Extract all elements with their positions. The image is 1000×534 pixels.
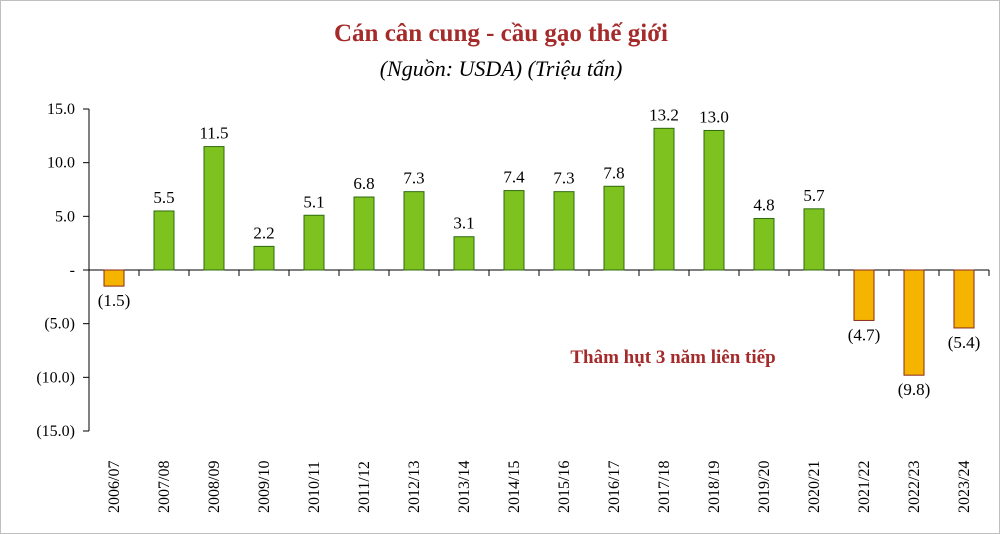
x-tick-label: 2013/14	[456, 461, 473, 513]
bar-2011-12	[353, 196, 375, 271]
data-label: 4.8	[753, 195, 774, 214]
x-tick-label: 2015/16	[556, 461, 573, 513]
x-tick-label: 2012/13	[406, 461, 423, 513]
data-label: 2.2	[253, 223, 274, 242]
bar-2016-17	[603, 185, 625, 271]
chart-subtitle: (Nguồn: USDA) (Triệu tấn)	[380, 56, 623, 81]
x-tick-label: 2018/19	[706, 461, 723, 513]
data-label: 5.1	[303, 192, 324, 211]
data-label: 11.5	[199, 124, 228, 143]
data-label: 13.2	[649, 105, 679, 124]
x-tick-labels-layer: 2006/07 2007/08 2008/09 2009/10 2010/11 2011/…	[106, 461, 973, 513]
data-label: 7.8	[603, 163, 624, 182]
data-label: (4.7)	[848, 325, 881, 344]
x-tick-label: 2010/11	[306, 461, 323, 513]
bar-2019-20	[753, 217, 775, 271]
y-tick-label: (5.0)	[44, 316, 75, 333]
data-label: 7.3	[403, 169, 424, 188]
bar-2018-19	[703, 129, 725, 271]
bar-2023-24	[953, 269, 975, 329]
y-tick-label: (15.0)	[36, 423, 75, 440]
x-tick-label: 2014/15	[506, 461, 523, 513]
bar-2022-23	[903, 269, 925, 376]
x-tick-label: 2019/20	[756, 461, 773, 513]
x-tick-label: 2017/18	[656, 461, 673, 513]
y-tick-label: (10.0)	[36, 369, 75, 386]
data-label: 7.3	[553, 169, 574, 188]
y-tick-label: 10.0	[47, 155, 75, 172]
x-tick-label: 2008/09	[206, 461, 223, 513]
data-label: (9.8)	[898, 380, 931, 399]
x-tick-label: 2011/12	[356, 461, 373, 513]
bars-layer	[103, 127, 975, 376]
y-tick-label: 5.0	[55, 208, 75, 225]
x-tick-label: 2016/17	[606, 461, 623, 513]
data-label: 5.7	[803, 186, 825, 205]
data-label: 5.5	[153, 188, 174, 207]
chart-title: Cán cân cung - cầu gạo thế giới	[334, 20, 668, 47]
x-tick-label: 2006/07	[106, 461, 123, 513]
x-tick-label: 2007/08	[156, 461, 173, 513]
axis-layer: 15.0 10.0 5.0 - (5.0) (10.0) (15.0)	[36, 101, 990, 440]
bar-2014-15	[503, 190, 525, 271]
data-label: 13.0	[699, 107, 729, 126]
bar-2007-08	[153, 210, 175, 271]
data-label: (5.4)	[948, 333, 981, 352]
y-tick-label: 15.0	[47, 101, 75, 118]
data-label: 6.8	[353, 174, 374, 193]
deficit-annotation: Thâm hụt 3 năm liên tiếp	[570, 347, 775, 368]
x-tick-label: 2009/10	[256, 461, 273, 513]
data-label: (1.5)	[98, 291, 131, 310]
x-tick-label: 2020/21	[806, 461, 823, 513]
bar-2010-11	[303, 214, 325, 271]
bar-2008-09	[203, 146, 225, 271]
bar-2013-14	[453, 236, 475, 271]
bar-2020-21	[803, 208, 825, 271]
bar-2017-18	[653, 127, 675, 271]
data-label: 7.4	[503, 168, 525, 187]
bar-2009-10	[253, 245, 275, 271]
y-tick-label: -	[70, 262, 75, 279]
data-label: 3.1	[453, 214, 474, 233]
bar-2021-22	[853, 269, 875, 321]
x-tick-label: 2021/22	[856, 461, 873, 513]
x-tick-label: 2023/24	[956, 461, 973, 513]
bar-2015-16	[553, 191, 575, 271]
bar-2012-13	[403, 191, 425, 271]
bar-2006-07	[103, 269, 125, 287]
x-tick-label: 2022/23	[906, 461, 923, 513]
data-labels-layer: (1.5) 5.5 11.5 2.2 5.1 6.8 7.3 3.1 7.4 7.3 7.8 13.2…	[98, 105, 981, 399]
